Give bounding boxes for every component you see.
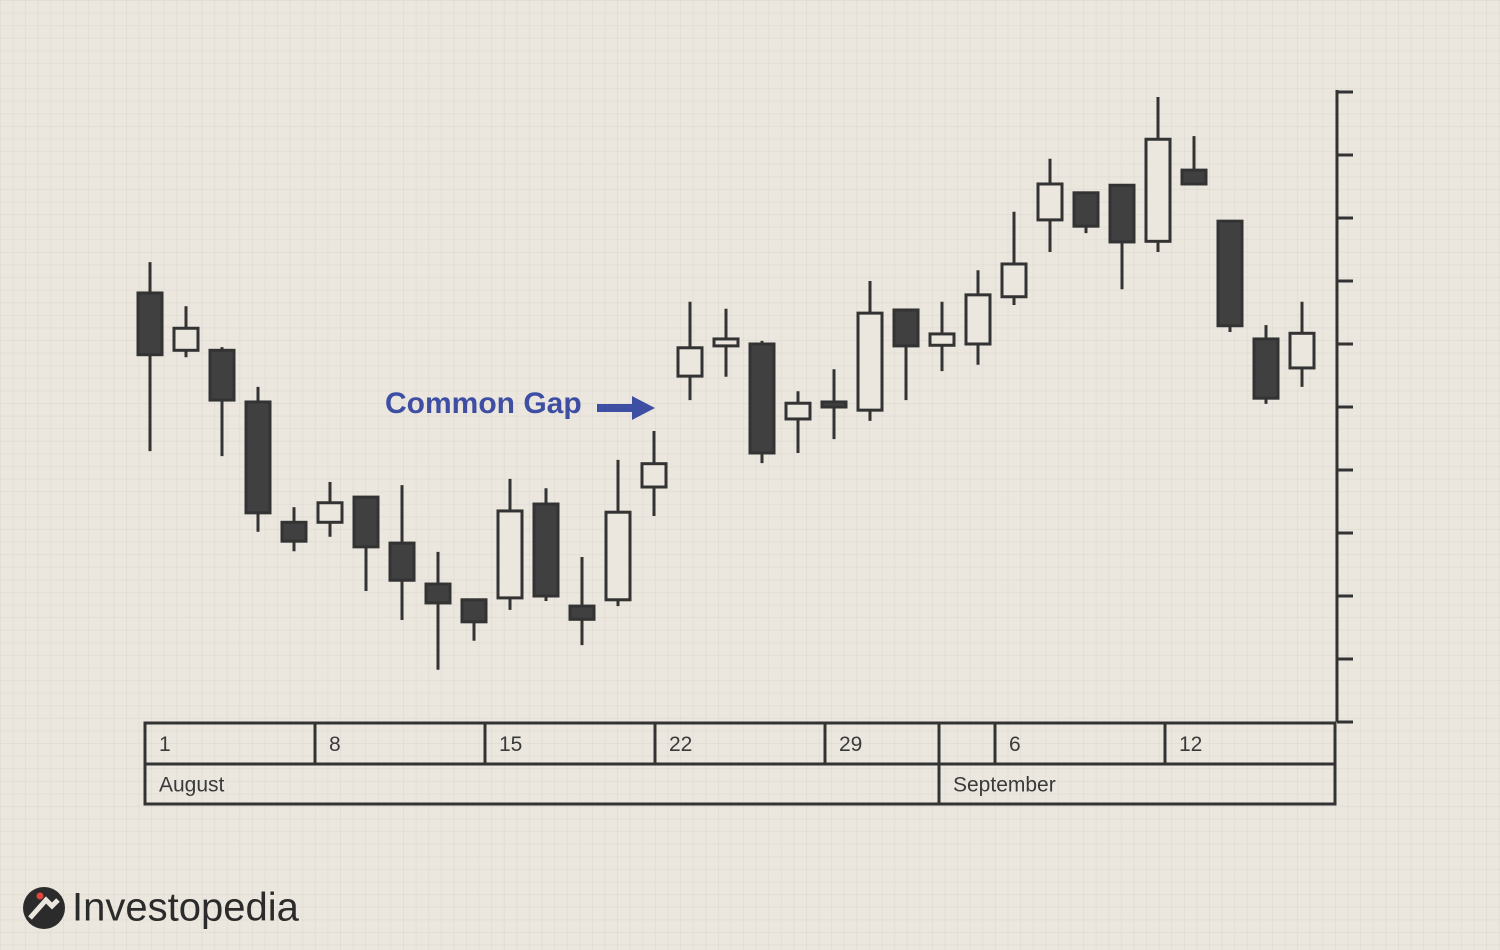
- candle-body: [784, 401, 812, 421]
- logo-mark: [28, 896, 60, 920]
- candle-body: [964, 293, 992, 346]
- month-label: August: [159, 774, 225, 797]
- candle-body: [1180, 168, 1208, 186]
- candle-body: [1144, 137, 1172, 243]
- candle-body: [1108, 183, 1136, 244]
- candle-body: [820, 400, 848, 409]
- logo-dot: [36, 892, 44, 900]
- candle-body: [928, 332, 956, 347]
- week-label: 22: [669, 733, 692, 756]
- logo-circle: [23, 887, 65, 929]
- candle-body: [1252, 337, 1280, 400]
- annotation: Common Gap: [385, 387, 582, 420]
- candle-body: [748, 342, 776, 455]
- week-label: 12: [1179, 733, 1202, 756]
- week-label: 1: [159, 733, 171, 756]
- candle-body: [532, 502, 560, 598]
- candle-body: [208, 348, 236, 402]
- week-label: 8: [329, 733, 341, 756]
- candle-body: [1072, 191, 1100, 228]
- candle-body: [244, 400, 272, 515]
- candle-body: [568, 604, 596, 621]
- candle-body: [1288, 331, 1316, 370]
- annotation-arrow: [597, 396, 655, 420]
- candle-body: [1000, 262, 1028, 299]
- candle-body: [856, 311, 884, 412]
- candle-body: [892, 308, 920, 348]
- week-label: 15: [499, 733, 522, 756]
- candle-body: [460, 598, 488, 624]
- candle-body: [316, 501, 344, 524]
- week-label: 6: [1009, 733, 1021, 756]
- candle-body: [676, 346, 704, 378]
- brand-logo: Investopedia: [23, 886, 300, 930]
- candle-body: [424, 582, 452, 605]
- candle-body: [640, 462, 668, 489]
- candle-body: [1216, 219, 1244, 328]
- week-label: 29: [839, 733, 862, 756]
- candle-body: [1036, 182, 1064, 222]
- candle-body: [172, 326, 200, 352]
- candle-body: [352, 495, 380, 549]
- candle-body: [604, 510, 632, 602]
- candle-body: [280, 520, 308, 543]
- candle-body: [388, 541, 416, 582]
- candle-body: [496, 509, 524, 600]
- brand-name: Investopedia: [72, 886, 300, 930]
- candle-body: [712, 337, 740, 348]
- candle-body: [136, 291, 164, 357]
- month-label: September: [953, 774, 1056, 797]
